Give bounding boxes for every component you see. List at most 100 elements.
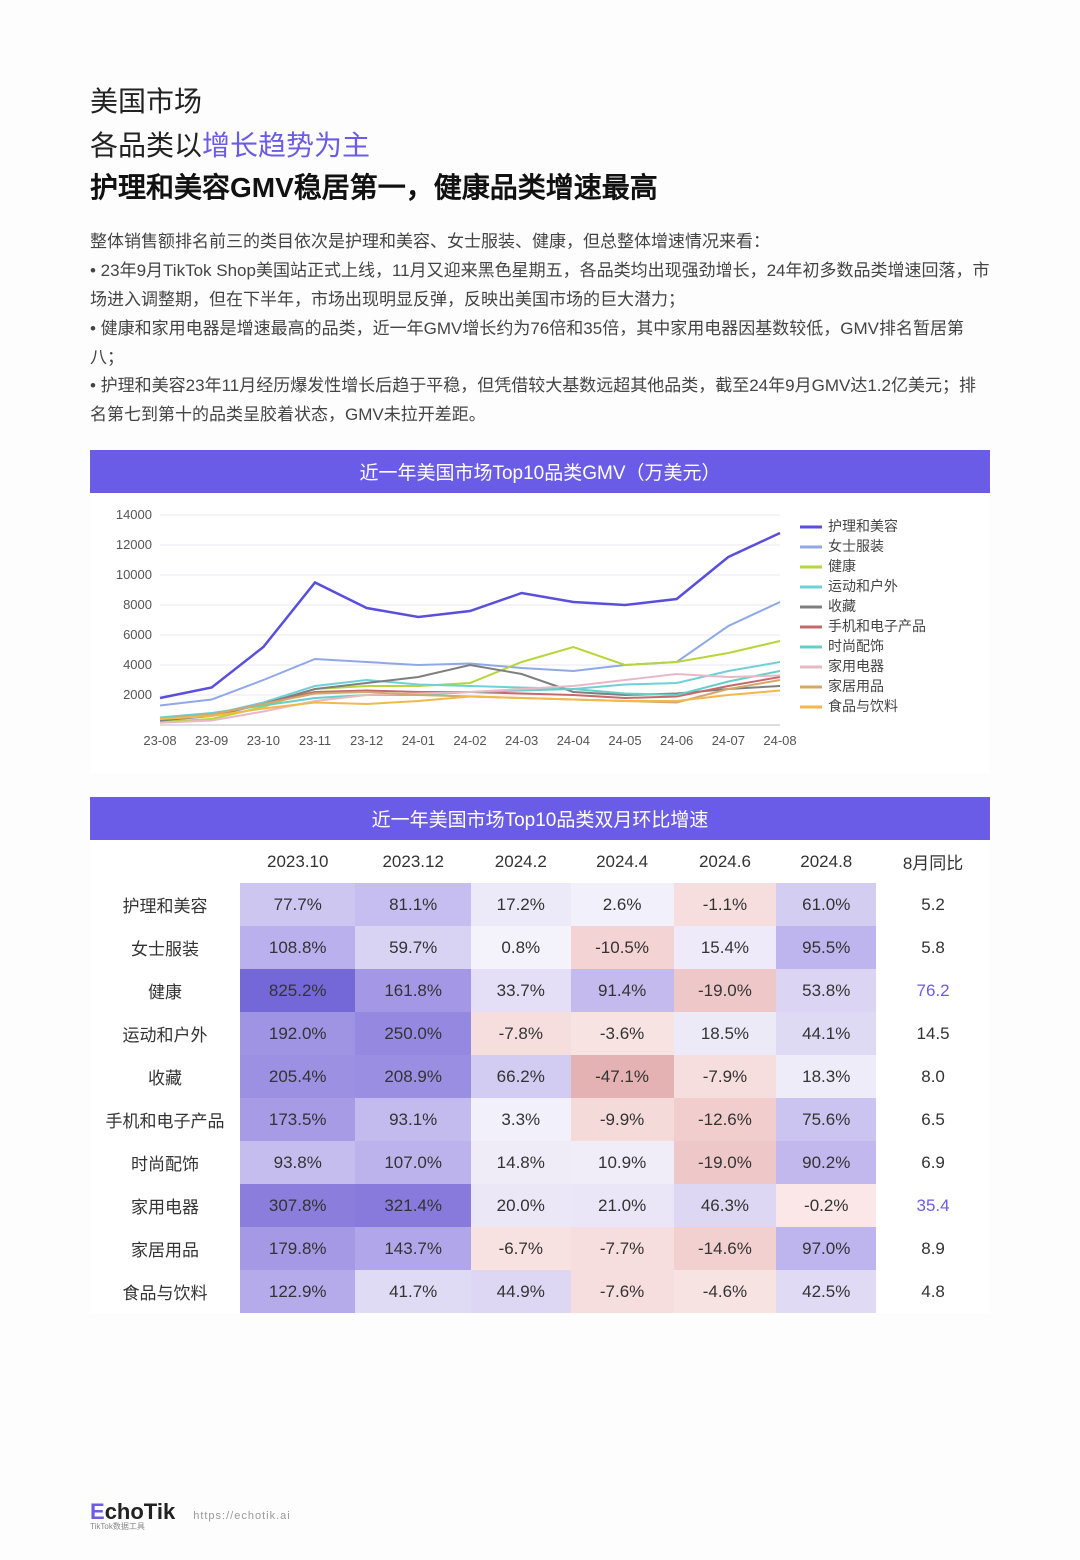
svg-text:4000: 4000 [123,657,152,672]
growth-table: 2023.102023.122024.22024.42024.62024.88月… [90,840,990,1313]
table-cell: 122.9% [240,1270,355,1313]
svg-text:24-02: 24-02 [453,733,486,748]
svg-text:10000: 10000 [116,567,152,582]
table-cell-yoy: 76.2 [876,969,990,1012]
table-col-header: 2024.2 [471,840,571,883]
table-cell: -1.1% [674,883,777,926]
table-row-label: 女士服装 [90,926,240,969]
table-col-header: 2024.4 [571,840,674,883]
table-cell: 179.8% [240,1227,355,1270]
subtitle-accent: 增长趋势为主 [202,130,370,161]
bullet-3: • 护理和美容23年11月经历爆发性增长后趋于平稳，但凭借较大基数远超其他品类，… [90,372,990,430]
table-cell-yoy: 8.9 [876,1227,990,1270]
table-cell: 41.7% [355,1270,470,1313]
table-cell: 53.8% [776,969,876,1012]
table-cell: 66.2% [471,1055,571,1098]
table-cell: 250.0% [355,1012,470,1055]
svg-text:23-10: 23-10 [247,733,280,748]
line-chart: 200040006000800010000120001400023-0823-0… [100,505,980,765]
svg-text:24-05: 24-05 [608,733,641,748]
svg-text:运动和户外: 运动和户外 [828,578,898,594]
table-cell-yoy: 5.2 [876,883,990,926]
table-cell: 143.7% [355,1227,470,1270]
table-cell-yoy: 14.5 [876,1012,990,1055]
chart-title: 近一年美国市场Top10品类GMV（万美元） [90,450,990,493]
table-cell: 108.8% [240,926,355,969]
table-cell-yoy: 6.5 [876,1098,990,1141]
table-cell: 10.9% [571,1141,674,1184]
bullet-2: • 健康和家用电器是增速最高的品类，近一年GMV增长约为76倍和35倍，其中家用… [90,315,990,373]
table-cell: 173.5% [240,1098,355,1141]
table-cell: 90.2% [776,1141,876,1184]
table-col-header: 2024.6 [674,840,777,883]
table-row: 运动和户外192.0%250.0%-7.8%-3.6%18.5%44.1%14.… [90,1012,990,1055]
table-cell: -0.2% [776,1184,876,1227]
table-cell: 2.6% [571,883,674,926]
table-row-label: 时尚配饰 [90,1141,240,1184]
table-cell: -19.0% [674,969,777,1012]
table-cell: 3.3% [471,1098,571,1141]
table-row-label: 护理和美容 [90,883,240,926]
table-row: 健康825.2%161.8%33.7%91.4%-19.0%53.8%76.2 [90,969,990,1012]
table-row-label: 手机和电子产品 [90,1098,240,1141]
table-cell: 91.4% [571,969,674,1012]
table-col-header: 2023.12 [355,840,470,883]
table-row: 护理和美容77.7%81.1%17.2%2.6%-1.1%61.0%5.2 [90,883,990,926]
subtitle-row: 各品类以增长趋势为主 [90,124,990,164]
table-cell: -7.7% [571,1227,674,1270]
market-header: 美国市场 [90,80,990,120]
table-cell: -4.6% [674,1270,777,1313]
bullet-1: • 23年9月TikTok Shop美国站正式上线，11月又迎来黑色星期五，各品… [90,257,990,315]
table-cell: 21.0% [571,1184,674,1227]
table-cell: 59.7% [355,926,470,969]
table-cell: 18.3% [776,1055,876,1098]
table-row-label: 运动和户外 [90,1012,240,1055]
footer: EchoTik TikTok数据工具 https://echotik.ai [90,1499,291,1532]
svg-text:家用电器: 家用电器 [828,658,884,674]
table-cell: 95.5% [776,926,876,969]
svg-text:收藏: 收藏 [828,598,856,614]
table-row-label: 家用电器 [90,1184,240,1227]
svg-text:健康: 健康 [828,558,856,574]
svg-text:8000: 8000 [123,597,152,612]
table-row-label: 家居用品 [90,1227,240,1270]
svg-text:女士服装: 女士服装 [828,538,884,554]
table-cell: 97.0% [776,1227,876,1270]
table-cell: -9.9% [571,1098,674,1141]
svg-text:24-01: 24-01 [402,733,435,748]
table-cell: -10.5% [571,926,674,969]
table-cell: 46.3% [674,1184,777,1227]
table-cell: -7.6% [571,1270,674,1313]
svg-text:手机和电子产品: 手机和电子产品 [828,618,926,634]
svg-text:2000: 2000 [123,687,152,702]
svg-text:家居用品: 家居用品 [828,678,884,694]
svg-text:6000: 6000 [123,627,152,642]
table-cell: -19.0% [674,1141,777,1184]
footer-url: https://echotik.ai [193,1510,291,1522]
body-text: 整体销售额排名前三的类目依次是护理和美容、女士服装、健康，但总整体增速情况来看：… [90,228,990,430]
table-row: 时尚配饰93.8%107.0%14.8%10.9%-19.0%90.2%6.9 [90,1141,990,1184]
table-cell: 161.8% [355,969,470,1012]
table-cell: -47.1% [571,1055,674,1098]
table-row: 家居用品179.8%143.7%-6.7%-7.7%-14.6%97.0%8.9 [90,1227,990,1270]
table-cell-yoy: 4.8 [876,1270,990,1313]
table-row-label: 健康 [90,969,240,1012]
table-cell-yoy: 8.0 [876,1055,990,1098]
table-cell-yoy: 5.8 [876,926,990,969]
svg-text:14000: 14000 [116,507,152,522]
table-cell-yoy: 35.4 [876,1184,990,1227]
table-row: 家用电器307.8%321.4%20.0%21.0%46.3%-0.2%35.4 [90,1184,990,1227]
table-row-label: 收藏 [90,1055,240,1098]
table-cell: 0.8% [471,926,571,969]
table-cell: 192.0% [240,1012,355,1055]
table-cell: -7.8% [471,1012,571,1055]
table-title: 近一年美国市场Top10品类双月环比增速 [90,797,990,840]
table-col-header: 2023.10 [240,840,355,883]
svg-text:23-08: 23-08 [143,733,176,748]
table-row: 收藏205.4%208.9%66.2%-47.1%-7.9%18.3%8.0 [90,1055,990,1098]
table-cell: 321.4% [355,1184,470,1227]
table-col-header: 2024.8 [776,840,876,883]
table-cell: 15.4% [674,926,777,969]
svg-text:护理和美容: 护理和美容 [828,518,898,534]
svg-text:24-08: 24-08 [763,733,796,748]
